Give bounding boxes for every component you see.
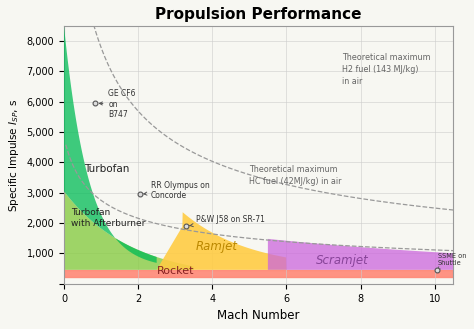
Text: Ramjet: Ramjet xyxy=(196,240,237,253)
Text: P&W J58 on SR-71: P&W J58 on SR-71 xyxy=(190,215,264,227)
Text: RR Olympus on
Concorde: RR Olympus on Concorde xyxy=(144,181,210,200)
Text: Turbofan: Turbofan xyxy=(84,164,130,173)
Polygon shape xyxy=(64,26,157,263)
Text: SSME on
Shuttle: SSME on Shuttle xyxy=(438,253,466,269)
Polygon shape xyxy=(157,212,286,270)
Text: Theoretical maximum
H2 fuel (143 MJ/kg)
in air: Theoretical maximum H2 fuel (143 MJ/kg) … xyxy=(342,53,431,86)
Text: Scramjet: Scramjet xyxy=(316,254,369,267)
Y-axis label: Specific Impulse $I_{SP}$, s: Specific Impulse $I_{SP}$, s xyxy=(7,98,21,212)
Text: Theoretical maximum
HC fuel (42MJ/kg) in air: Theoretical maximum HC fuel (42MJ/kg) in… xyxy=(249,165,342,186)
Text: GE CF6
on
B747: GE CF6 on B747 xyxy=(100,89,136,119)
Title: Propulsion Performance: Propulsion Performance xyxy=(155,7,362,22)
X-axis label: Mach Number: Mach Number xyxy=(218,309,300,322)
Polygon shape xyxy=(268,239,453,270)
Text: Rocket: Rocket xyxy=(157,266,194,276)
Text: Turbofan
with Afterburner: Turbofan with Afterburner xyxy=(71,208,145,228)
Polygon shape xyxy=(64,191,194,270)
